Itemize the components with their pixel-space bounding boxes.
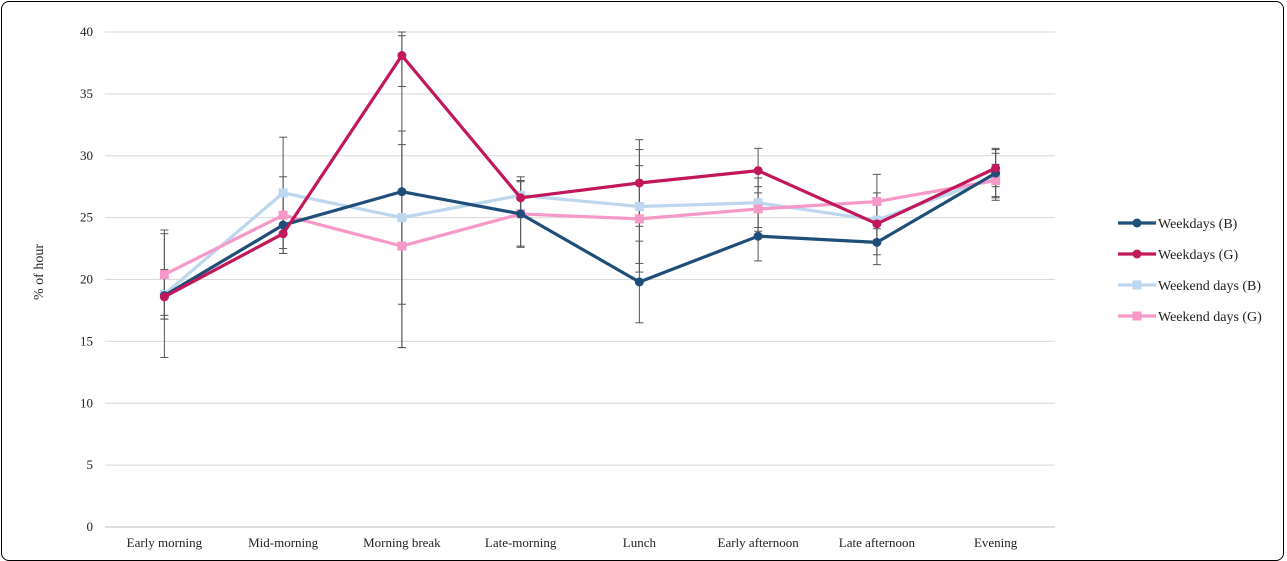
series-lines (159, 51, 1001, 302)
legend-label: Weekdays (B) (1158, 217, 1238, 232)
data-point (753, 198, 763, 208)
data-point (872, 197, 882, 207)
y-axis-label: % of hour (32, 244, 47, 300)
y-tick-label: 25 (80, 210, 93, 225)
x-tick-label: Evening (974, 535, 1018, 550)
legend: Weekdays (B) Weekdays (G) Weekend days (B)… (1118, 217, 1262, 325)
data-point (516, 209, 526, 219)
data-point (397, 51, 407, 61)
y-tick-label: 10 (80, 395, 93, 410)
data-point (397, 187, 407, 197)
data-point (397, 241, 407, 251)
data-point (872, 219, 882, 229)
gridlines (105, 31, 1055, 528)
data-point (753, 231, 763, 241)
x-tick-label: Early morning (127, 535, 203, 550)
y-tick-label: 40 (80, 24, 93, 39)
data-point (159, 292, 169, 302)
legend-marker (1132, 280, 1142, 290)
series-line (163, 171, 997, 297)
x-tick-label: Early afternoon (718, 535, 800, 550)
y-tick-label: 15 (80, 333, 93, 348)
data-point (278, 210, 288, 220)
data-point (397, 213, 407, 223)
data-point (516, 193, 526, 203)
x-tick-label: Late afternoon (839, 535, 916, 550)
data-point (991, 176, 1001, 185)
y-tick-label: 5 (87, 457, 94, 472)
series-line (163, 53, 997, 299)
data-point (634, 277, 644, 287)
data-point (991, 163, 1001, 173)
data-point (634, 201, 644, 211)
y-tick-label: 35 (80, 86, 93, 101)
y-tick-label: 30 (80, 148, 93, 163)
legend-marker (1132, 249, 1142, 259)
data-point (278, 229, 288, 239)
series-line (163, 175, 997, 296)
data-point (634, 178, 644, 188)
x-axis-ticks: Early morning Mid-morning Morning break Lat… (127, 535, 1018, 550)
data-point (753, 166, 763, 176)
legend-label: Weekend days (B) (1158, 279, 1261, 294)
legend-marker (1132, 311, 1142, 321)
x-tick-label: Lunch (623, 535, 657, 550)
legend-label: Weekdays (G) (1158, 248, 1238, 263)
legend-label: Weekend days (G) (1158, 310, 1262, 325)
data-point (872, 237, 882, 247)
data-point (278, 220, 288, 230)
data-point (634, 214, 644, 224)
y-tick-label: 0 (87, 519, 94, 534)
x-tick-label: Morning break (363, 535, 441, 550)
data-point (753, 204, 763, 214)
data-point (159, 270, 169, 280)
legend-marker (1132, 218, 1142, 228)
x-tick-label: Mid-morning (248, 535, 319, 550)
y-tick-label: 20 (80, 272, 93, 287)
y-axis-ticks: 0 5 10 15 20 25 30 35 40 (80, 24, 93, 534)
x-tick-label: Late-morning (485, 535, 557, 550)
data-point (278, 188, 288, 198)
